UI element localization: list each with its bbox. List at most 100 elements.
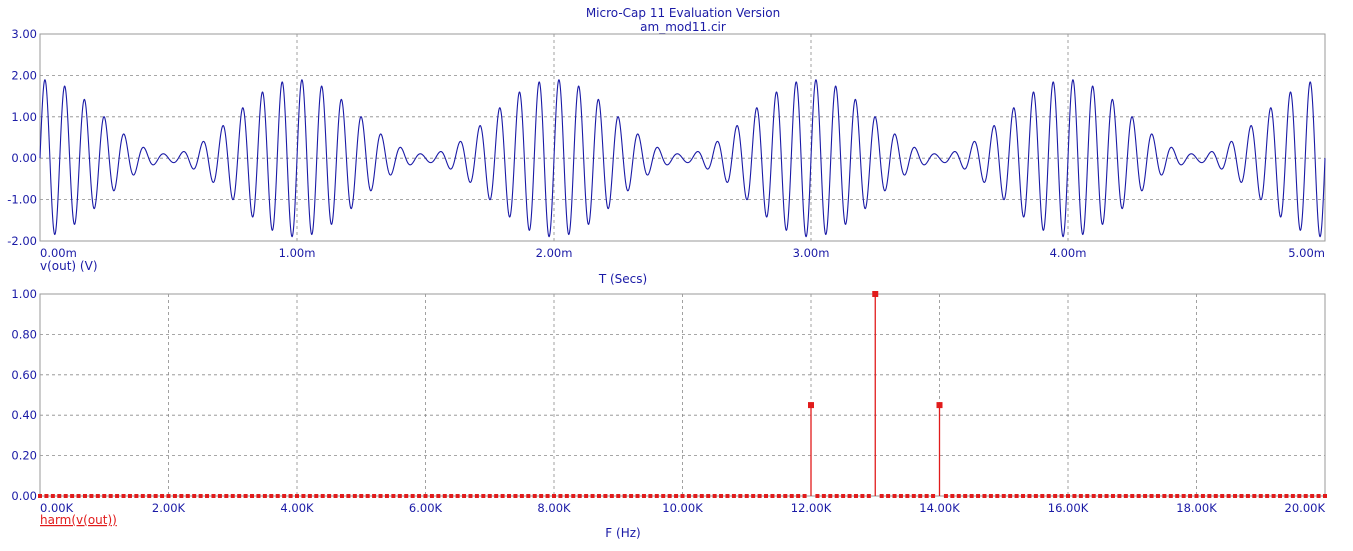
harmonic-zero-marker bbox=[1117, 494, 1122, 498]
harmonic-zero-marker bbox=[436, 494, 441, 498]
harmonic-zero-marker bbox=[384, 494, 389, 498]
harmonic-zero-marker bbox=[474, 494, 479, 498]
harmonic-zero-marker bbox=[956, 494, 961, 498]
x-tick-label: 4.00m bbox=[1050, 246, 1087, 260]
harmonic-zero-marker bbox=[115, 494, 120, 498]
harmonic-zero-marker bbox=[1136, 494, 1141, 498]
harmonic-zero-marker bbox=[616, 494, 621, 498]
freq-x-tick-labels: 0.00K 2.00K 4.00K 6.00K 8.00K 10.00K 12.00K 14.… bbox=[40, 501, 1325, 515]
harmonic-baseline-markers bbox=[38, 494, 1327, 498]
harmonic-zero-marker bbox=[519, 494, 524, 498]
harmonic-zero-marker bbox=[905, 494, 910, 498]
harmonic-zero-marker bbox=[982, 494, 987, 498]
harmonic-zero-marker bbox=[789, 494, 794, 498]
harmonic-zero-marker bbox=[205, 494, 210, 498]
harmonic-zero-marker bbox=[584, 494, 589, 498]
harmonic-bars bbox=[808, 291, 943, 496]
harmonic-zero-marker bbox=[1278, 494, 1283, 498]
harmonic-zero-marker bbox=[404, 494, 409, 498]
x-tick-label: 20.00K bbox=[1285, 501, 1326, 515]
harmonic-zero-marker bbox=[1021, 494, 1026, 498]
harmonic-zero-marker bbox=[860, 494, 865, 498]
harmonic-zero-marker bbox=[1143, 494, 1148, 498]
harmonic-zero-marker bbox=[1104, 494, 1109, 498]
x-tick-label: 8.00K bbox=[537, 501, 571, 515]
harmonic-zero-marker bbox=[127, 494, 132, 498]
harmonic-zero-marker bbox=[847, 494, 852, 498]
harmonic-zero-marker bbox=[924, 494, 929, 498]
harmonic-zero-marker bbox=[706, 494, 711, 498]
harmonic-zero-marker bbox=[1091, 494, 1096, 498]
harmonic-zero-marker bbox=[526, 494, 531, 498]
freq-x-axis-label: F (Hz) bbox=[605, 526, 640, 540]
harmonic-zero-marker bbox=[1014, 494, 1019, 498]
time-plot-frame bbox=[39, 33, 1326, 242]
y-tick-label: 0.60 bbox=[11, 368, 37, 382]
harmonic-zero-marker bbox=[1149, 494, 1154, 498]
harmonic-zero-marker bbox=[1290, 494, 1295, 498]
harmonic-zero-marker bbox=[1310, 494, 1315, 498]
harmonic-zero-marker bbox=[63, 494, 68, 498]
harmonic-zero-marker bbox=[539, 494, 544, 498]
harmonic-zero-marker bbox=[1046, 494, 1051, 498]
y-tick-label: -1.00 bbox=[7, 193, 37, 207]
harmonic-zero-marker bbox=[262, 494, 267, 498]
harmonic-zero-marker bbox=[1194, 494, 1199, 498]
harmonic-zero-marker bbox=[911, 494, 916, 498]
harmonic-zero-marker bbox=[134, 494, 139, 498]
harmonic-zero-marker bbox=[455, 494, 460, 498]
harmonic-zero-marker bbox=[622, 494, 627, 498]
harmonic-zero-marker bbox=[674, 494, 679, 498]
harmonic-zero-marker bbox=[686, 494, 691, 498]
x-tick-label: 0.00K bbox=[40, 501, 74, 515]
y-tick-label: 0.20 bbox=[11, 449, 37, 463]
harmonic-zero-marker bbox=[140, 494, 145, 498]
harmonic-zero-marker bbox=[661, 494, 666, 498]
x-tick-label: 18.00K bbox=[1176, 501, 1217, 515]
harmonic-zero-marker bbox=[481, 494, 486, 498]
harmonic-zero-marker bbox=[166, 494, 171, 498]
harmonic-zero-marker bbox=[886, 494, 891, 498]
harmonic-zero-marker bbox=[892, 494, 897, 498]
harmonic-zero-marker bbox=[898, 494, 903, 498]
harmonic-zero-marker bbox=[828, 494, 833, 498]
harmonic-zero-marker bbox=[770, 494, 775, 498]
harmonic-zero-marker bbox=[853, 494, 858, 498]
harmonic-zero-marker bbox=[603, 494, 608, 498]
y-tick-label: 2.00 bbox=[11, 68, 37, 82]
time-x-axis-label: T (Secs) bbox=[598, 272, 647, 286]
harmonic-zero-marker bbox=[1085, 494, 1090, 498]
harmonic-zero-marker bbox=[513, 494, 518, 498]
harmonic-zero-marker bbox=[950, 494, 955, 498]
harmonic-zero-marker bbox=[725, 494, 730, 498]
harmonic-zero-marker bbox=[821, 494, 826, 498]
time-y-axis-label: v(out) (V) bbox=[40, 259, 98, 273]
harmonic-zero-marker bbox=[648, 494, 653, 498]
harmonic-zero-marker bbox=[391, 494, 396, 498]
harmonic-zero-marker bbox=[500, 494, 505, 498]
harmonic-zero-marker bbox=[217, 494, 222, 498]
harmonic-zero-marker bbox=[50, 494, 55, 498]
harmonic-zero-marker bbox=[153, 494, 158, 498]
harmonic-zero-marker bbox=[327, 494, 332, 498]
harmonic-zero-marker bbox=[558, 494, 563, 498]
harmonic-zero-marker bbox=[1110, 494, 1115, 498]
harmonic-zero-marker bbox=[295, 494, 299, 498]
y-tick-label: 3.00 bbox=[11, 27, 37, 41]
harmonic-zero-marker bbox=[963, 494, 968, 498]
harmonic-zero-marker bbox=[796, 494, 801, 498]
harmonic-zero-marker bbox=[1078, 494, 1083, 498]
harmonic-zero-marker bbox=[352, 494, 357, 498]
harmonic-zero-marker bbox=[359, 494, 364, 498]
harmonic-zero-marker bbox=[590, 494, 595, 498]
harmonic-zero-marker bbox=[172, 494, 177, 498]
harmonic-zero-marker bbox=[1008, 494, 1013, 498]
harmonic-zero-marker bbox=[224, 494, 229, 498]
harmonic-zero-marker bbox=[609, 494, 614, 498]
x-tick-label: 0.00m bbox=[40, 246, 77, 260]
harmonic-zero-marker bbox=[841, 494, 846, 498]
y-tick-label: 1.00 bbox=[11, 110, 37, 124]
harmonic-zero-marker bbox=[1168, 494, 1173, 498]
harmonic-zero-marker bbox=[1033, 494, 1038, 498]
